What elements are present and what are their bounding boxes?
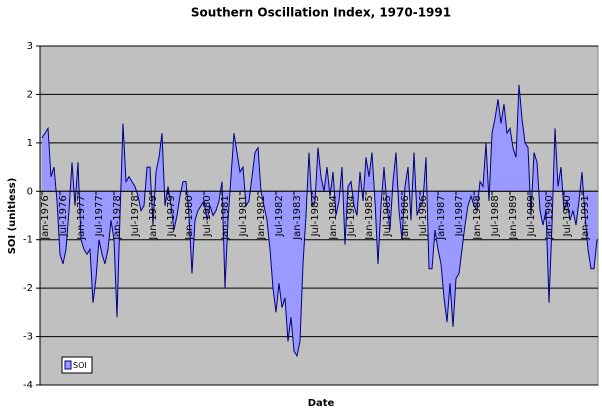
- legend-label: SOI: [73, 361, 87, 370]
- legend-swatch: [64, 360, 72, 370]
- x-tick-label: Jan-1985: [364, 195, 375, 240]
- x-tick-label: Jan-1986: [400, 195, 411, 240]
- y-tick-label: 1: [27, 138, 33, 149]
- x-tick-label: Jul-1981: [238, 195, 249, 237]
- x-tick-label: Jan-1980: [184, 195, 195, 240]
- area-edge: [41, 84, 598, 358]
- y-tick-label: 2: [27, 89, 33, 100]
- x-tick-label: Jan-1983: [292, 195, 303, 240]
- x-tick-label: Jan-1984: [328, 195, 339, 240]
- x-tick-label: Jul-1989: [526, 195, 537, 237]
- x-tick-label: Jul-1983: [310, 195, 321, 237]
- x-tick-label: Jul-1987: [454, 195, 465, 237]
- x-tick-label: Jan-1987: [436, 195, 447, 240]
- y-tick-label: -1: [23, 235, 33, 246]
- x-tick-label: Jan-1982: [256, 195, 267, 240]
- x-tick-label: Jan-1978: [112, 195, 123, 240]
- x-tick-label: Jul-1986: [418, 195, 429, 237]
- x-tick-label: Jul-1985: [382, 195, 393, 237]
- legend: SOI: [61, 356, 93, 374]
- x-tick-label: Jan-1977: [76, 195, 87, 240]
- plot-area: [39, 45, 599, 386]
- x-tick-label: Jul-1977: [94, 195, 105, 237]
- y-tick-label: -2: [23, 283, 33, 294]
- y-tick-label: 3: [27, 41, 33, 52]
- x-tick-label: Jan-1990: [544, 195, 555, 240]
- x-axis-title: Date: [308, 398, 335, 409]
- x-tick-label: Jul-1990: [562, 195, 573, 237]
- x-tick-label: Jan-1981: [220, 195, 231, 240]
- x-tick-label: Jan-1989: [508, 195, 519, 240]
- chart-title: Southern Oscillation Index, 1970-1991: [191, 6, 451, 20]
- x-tick-label: Jan-1976: [40, 195, 51, 240]
- y-tick-label: -3: [23, 332, 33, 343]
- y-tick-label: -4: [23, 380, 33, 391]
- x-tick-label: Jul-1978: [130, 195, 141, 237]
- x-tick-label: Jul-1984: [346, 195, 357, 237]
- x-tick-label: Jan-1991: [580, 195, 591, 240]
- x-tick-label: Jul-1982: [274, 195, 285, 237]
- x-tick-label: Jan-1979: [148, 195, 159, 240]
- y-axis-title: SOI (unitless): [7, 178, 18, 255]
- x-tick-label: Jul-1988: [490, 195, 501, 237]
- x-tick-label: Jul-1980: [202, 195, 213, 237]
- x-tick-label: Jul-1979: [166, 195, 177, 237]
- x-tick-label: Jul-1976: [58, 195, 69, 237]
- x-tick-label: Jan-1988: [472, 195, 483, 240]
- y-tick-label: 0: [27, 186, 33, 197]
